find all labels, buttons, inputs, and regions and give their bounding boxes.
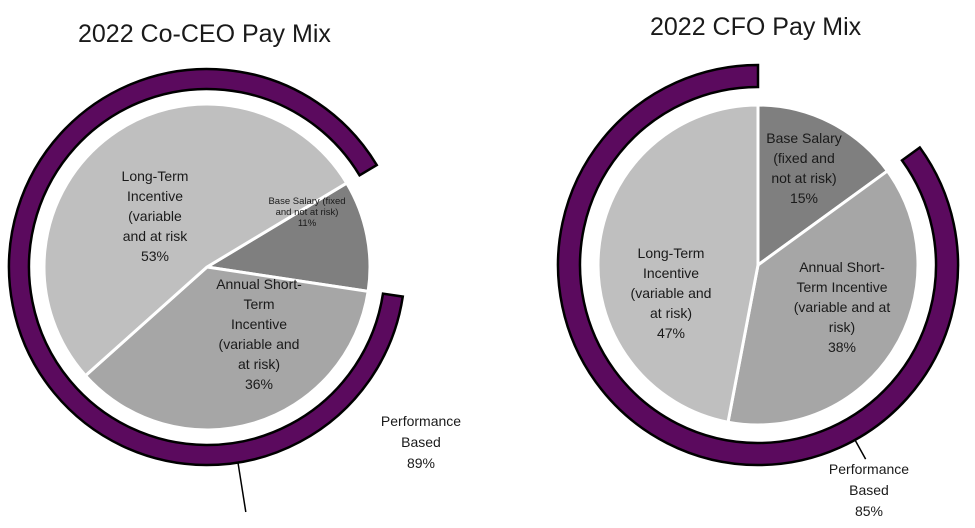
pie-slice-base-salary <box>205 181 372 293</box>
performance-based-label: Performance Based 89% <box>381 413 461 471</box>
slice-label-short-term-incentive: Annual Short-Term Incentive (variable and… <box>794 259 891 355</box>
performance-based-label: Performance Based 85% <box>829 461 909 519</box>
chart-title-co-ceo: 2022 Co-CEO Pay Mix <box>78 20 331 48</box>
performance-based-ring <box>556 63 960 467</box>
pie-chart-cfo: Base Salary (fixed and not at risk) 15% Annu… <box>556 63 960 519</box>
slice-label-base-salary: Base Salary (fixed and not at risk) 15% <box>766 130 841 206</box>
ring-leader-line <box>854 439 867 460</box>
slice-label-long-term-incentive: Long-Term Incentive (variable and at risk 53… <box>122 168 189 264</box>
pie-chart-co-ceo: Base Salary (fixed and not at risk) 11% Ann… <box>7 67 461 513</box>
performance-based-ring <box>7 67 405 467</box>
ring-leader-line <box>237 462 247 513</box>
pie-slice-short-term-incentive <box>726 169 920 427</box>
pie-slice-base-salary <box>756 103 889 267</box>
slice-label-short-term-incentive: Annual Short-Term Incentive (variable and a… <box>216 276 302 392</box>
pie-slice-long-term-incentive <box>596 103 760 424</box>
pie-slice-long-term-incentive <box>42 102 349 378</box>
slice-label-long-term-incentive: Long-Term Incentive (variable and at risk) 4… <box>631 245 712 341</box>
slice-label-base-salary: Base Salary (fixed and not at risk) 11% <box>268 196 345 229</box>
pie-slice-short-term-incentive <box>83 265 370 432</box>
chart-title-cfo: 2022 CFO Pay Mix <box>650 13 862 41</box>
